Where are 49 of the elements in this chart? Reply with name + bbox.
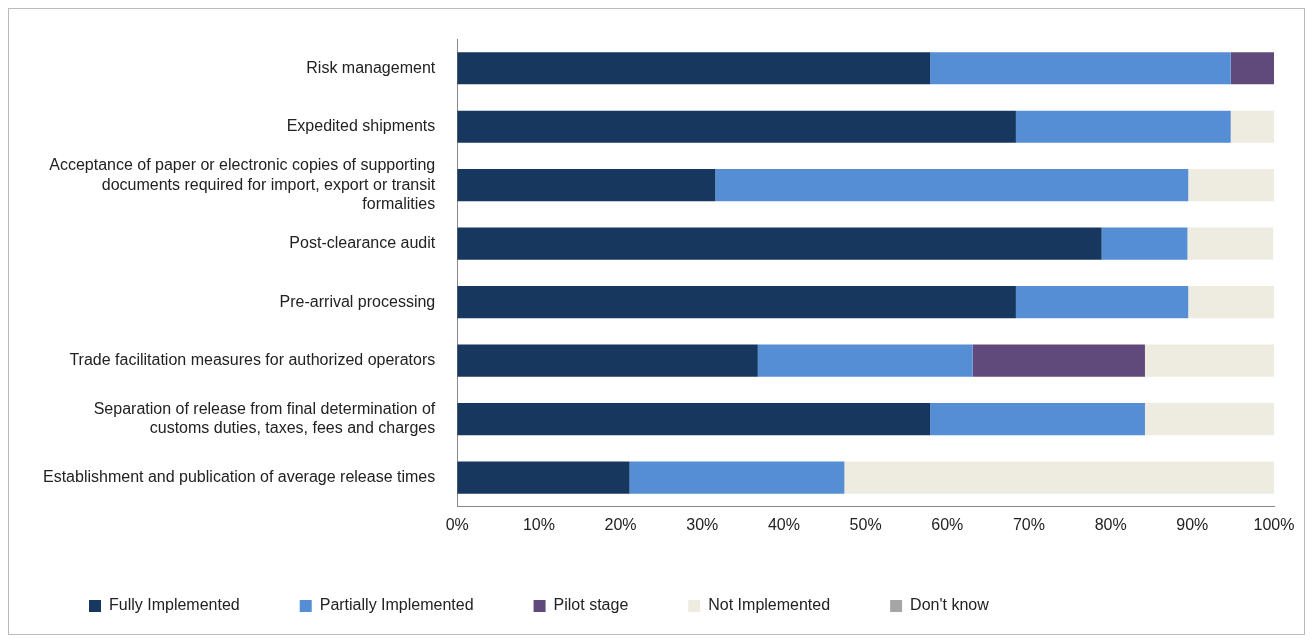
bar xyxy=(972,344,1145,377)
y-tick-label: Expedited shipments xyxy=(286,117,436,135)
x-tick-label: 20% xyxy=(604,515,637,533)
bar xyxy=(1187,227,1274,260)
x-tick-label: 80% xyxy=(1094,515,1127,533)
x-tick-label: 90% xyxy=(1176,515,1209,533)
x-tick-label: 100% xyxy=(1253,515,1295,533)
bar xyxy=(1188,286,1274,319)
legend-label: Pilot stage xyxy=(553,596,629,614)
bar xyxy=(1188,169,1274,202)
bar xyxy=(1230,52,1274,85)
legend-label: Don't know xyxy=(910,596,990,614)
y-tick-label: Establishment and publication of average release times xyxy=(42,467,436,485)
bar xyxy=(457,227,1102,260)
bar xyxy=(457,403,931,436)
y-tick-label: Trade facilitation measures for authorized operators xyxy=(69,351,436,369)
legend-label: Fully Implemented xyxy=(109,596,240,614)
bar xyxy=(930,403,1145,436)
bar xyxy=(1144,403,1274,436)
y-tick-label: Pre-arrival processing xyxy=(279,292,436,310)
bar xyxy=(457,110,1016,143)
bar xyxy=(457,286,1016,319)
bar xyxy=(457,169,716,202)
bar xyxy=(930,52,1231,85)
legend-label: Partially Implemented xyxy=(319,596,474,614)
y-tick-label: Post-clearance audit xyxy=(289,234,436,252)
y-tick-label: Separation of release from final determination of customs duties, taxes, fees and charges xyxy=(93,399,436,437)
y-tick-label: Acceptance of paper or electronic copies of supporting documents required for import, export or transit formalities xyxy=(49,156,436,212)
bar xyxy=(757,344,973,377)
bar xyxy=(457,461,630,494)
x-tick-label: 10% xyxy=(522,515,555,533)
bar xyxy=(844,461,1274,494)
x-tick-label: 30% xyxy=(686,515,719,533)
bar xyxy=(1101,227,1188,260)
x-tick-label: 50% xyxy=(849,515,882,533)
bar xyxy=(629,461,845,494)
x-tick-label: 0% xyxy=(445,515,469,533)
x-tick-label: 70% xyxy=(1012,515,1045,533)
bar xyxy=(1015,286,1189,319)
bar xyxy=(1144,344,1274,377)
bar xyxy=(1015,110,1231,143)
x-tick-label: 60% xyxy=(931,515,964,533)
bar xyxy=(457,52,931,85)
y-tick-label: Risk management xyxy=(306,58,436,76)
x-tick-label: 40% xyxy=(767,515,800,533)
bar xyxy=(457,344,758,377)
legend-label: Not Implemented xyxy=(708,596,831,614)
bar xyxy=(715,169,1189,202)
bar xyxy=(1230,110,1274,143)
